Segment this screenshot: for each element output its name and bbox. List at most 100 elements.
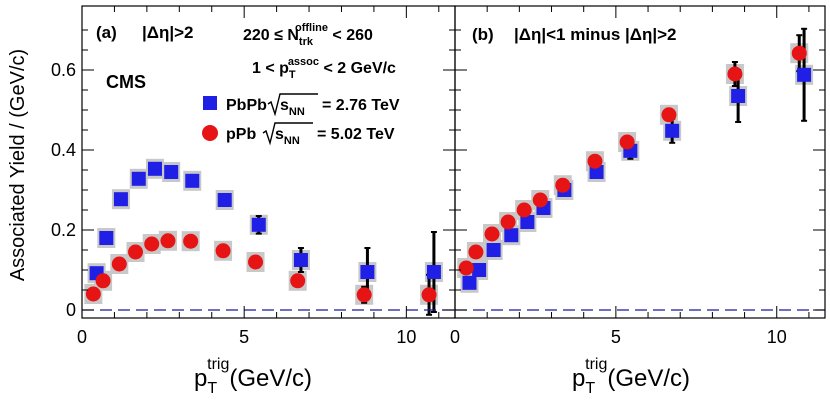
legend-ppb-snn: sNN <box>275 126 300 147</box>
data-point-pbpb <box>293 253 308 267</box>
data-point-ppb <box>95 273 111 289</box>
data-point-pbpb <box>486 243 501 257</box>
data-point-pbpb <box>731 89 746 103</box>
y-axis-label: Associated Yield / (GeV/c) <box>7 49 29 281</box>
legend-ppb-marker <box>202 125 218 141</box>
data-point-ppb <box>85 286 101 302</box>
data-point-ppb <box>791 45 807 61</box>
data-point-pbpb <box>472 263 487 277</box>
legend-ppb-s: s <box>275 126 284 143</box>
experiment-label: CMS <box>106 72 146 92</box>
data-point-pbpb <box>504 228 519 243</box>
data-point-ppb <box>160 233 176 249</box>
x-axis-a-p: p <box>194 365 207 392</box>
panel-a-label: (a) <box>96 23 117 42</box>
data-point-pbpb <box>251 217 266 232</box>
data-point-pbpb <box>217 193 232 207</box>
panel-a-frame <box>81 5 456 319</box>
x-axis-label-a: pTtrig(GeV/c) <box>194 356 312 397</box>
legend-pbpb-sqrt <box>267 93 318 117</box>
x-axis-b-p: p <box>572 365 585 392</box>
data-point-ppb <box>516 202 532 218</box>
panel-a-xtick-label: 5 <box>239 327 249 347</box>
legend-pt-sub: T <box>289 69 296 81</box>
panel-a-markers <box>85 161 441 303</box>
data-point-ppb <box>111 256 127 272</box>
legend-pbpb-nn: NN <box>289 106 305 118</box>
data-point-ppb <box>661 107 677 123</box>
panel-a-ytick-label: 0.6 <box>51 60 76 80</box>
data-point-ppb <box>500 214 516 230</box>
panel-b-title: |Δη|<1 minus |Δη|>2 <box>514 25 677 44</box>
data-point-ppb <box>484 226 500 242</box>
data-point-pbpb <box>131 171 146 186</box>
legend-ppb-sqrt <box>262 122 313 146</box>
legend-ntrk-sup: offline <box>295 22 328 34</box>
data-point-ppb <box>458 260 474 276</box>
legend-pbpb-s: s <box>280 97 289 114</box>
panel-b: 0 5 10 <box>450 6 825 347</box>
panel-a-ytick-label: 0.4 <box>51 140 76 160</box>
panel-b-xtick-label: 5 <box>611 327 621 347</box>
legend-pt-sup: assoc <box>288 56 319 68</box>
x-axis-b-unit: (GeV/c) <box>607 365 690 392</box>
data-point-pbpb <box>99 231 114 245</box>
panel-b-xtick-label: 10 <box>767 327 787 347</box>
legend-pt-upper: < 2 GeV/c <box>319 60 396 77</box>
legend-pbpb-energy: = 2.76 TeV <box>322 97 400 114</box>
legend-ppb-label: pPb <box>226 126 256 143</box>
legend-ppb-nn: NN <box>284 135 300 147</box>
x-axis-a-sup: trig <box>207 356 229 373</box>
data-point-ppb <box>183 233 199 249</box>
data-point-ppb <box>290 273 306 289</box>
data-point-ppb <box>555 177 571 193</box>
panel-b-ticks: 0 5 10 <box>450 6 825 347</box>
data-point-ppb <box>128 244 144 260</box>
data-point-ppb <box>468 244 484 260</box>
data-point-ppb <box>144 236 160 252</box>
data-point-pbpb <box>185 173 200 188</box>
data-point-pbpb <box>665 123 680 138</box>
panel-b-xtick-label: 0 <box>450 327 460 347</box>
data-point-pbpb <box>462 275 477 290</box>
data-point-ppb <box>356 287 372 303</box>
data-point-pbpb <box>360 265 375 279</box>
data-point-pbpb <box>113 192 128 207</box>
legend-pt-assoc: 1 < pTassoc < 2 GeV/c <box>252 56 396 81</box>
legend-ntrk: 220 ≤ Ntrk offline < 260 <box>243 22 373 48</box>
legend-pbpb-marker <box>203 96 217 110</box>
data-point-ppb <box>248 254 264 270</box>
legend-ntrk-upper: < 260 <box>328 27 373 44</box>
legend-ntrk-sub: trk <box>299 36 314 48</box>
panel-a-ytick-label: 0 <box>66 300 76 320</box>
legend-pt-lower: 1 < p <box>252 60 289 77</box>
data-point-ppb <box>421 287 437 303</box>
data-point-ppb <box>619 134 635 150</box>
data-point-ppb <box>215 243 231 259</box>
data-point-pbpb <box>520 215 535 229</box>
panel-a-error-bars <box>255 215 437 316</box>
panel-a-xtick-label: 0 <box>77 327 87 347</box>
panel-b-label: (b) <box>472 25 494 44</box>
panel-b-systematics <box>457 43 814 293</box>
x-axis-label-b: pTtrig(GeV/c) <box>572 356 690 397</box>
panel-a-xtick-label: 10 <box>396 327 416 347</box>
data-point-pbpb <box>426 265 441 279</box>
legend-ntrk-lower: 220 ≤ N <box>243 27 299 44</box>
x-axis-a-sub: T <box>207 380 217 397</box>
x-axis-b-sup: trig <box>585 356 607 373</box>
data-point-ppb <box>727 66 743 82</box>
legend-pbpb-snn: sNN <box>280 97 305 118</box>
legend-pbpb-label: PbPb <box>226 97 267 114</box>
panel-b-markers <box>458 45 812 290</box>
data-point-pbpb <box>797 67 812 82</box>
panel-b-frame <box>454 5 826 319</box>
data-point-pbpb <box>164 165 179 179</box>
x-axis-b-sub: T <box>585 380 595 397</box>
panel-b-error-bars <box>627 27 808 160</box>
panel-a-ticks: 0 5 10 0 0.2 0.4 0.6 <box>51 6 455 347</box>
panel-a: 0 5 10 0 0.2 0.4 0.6 <box>51 6 455 347</box>
panel-a-ytick-label: 0.2 <box>51 220 76 240</box>
data-point-pbpb <box>147 161 162 176</box>
